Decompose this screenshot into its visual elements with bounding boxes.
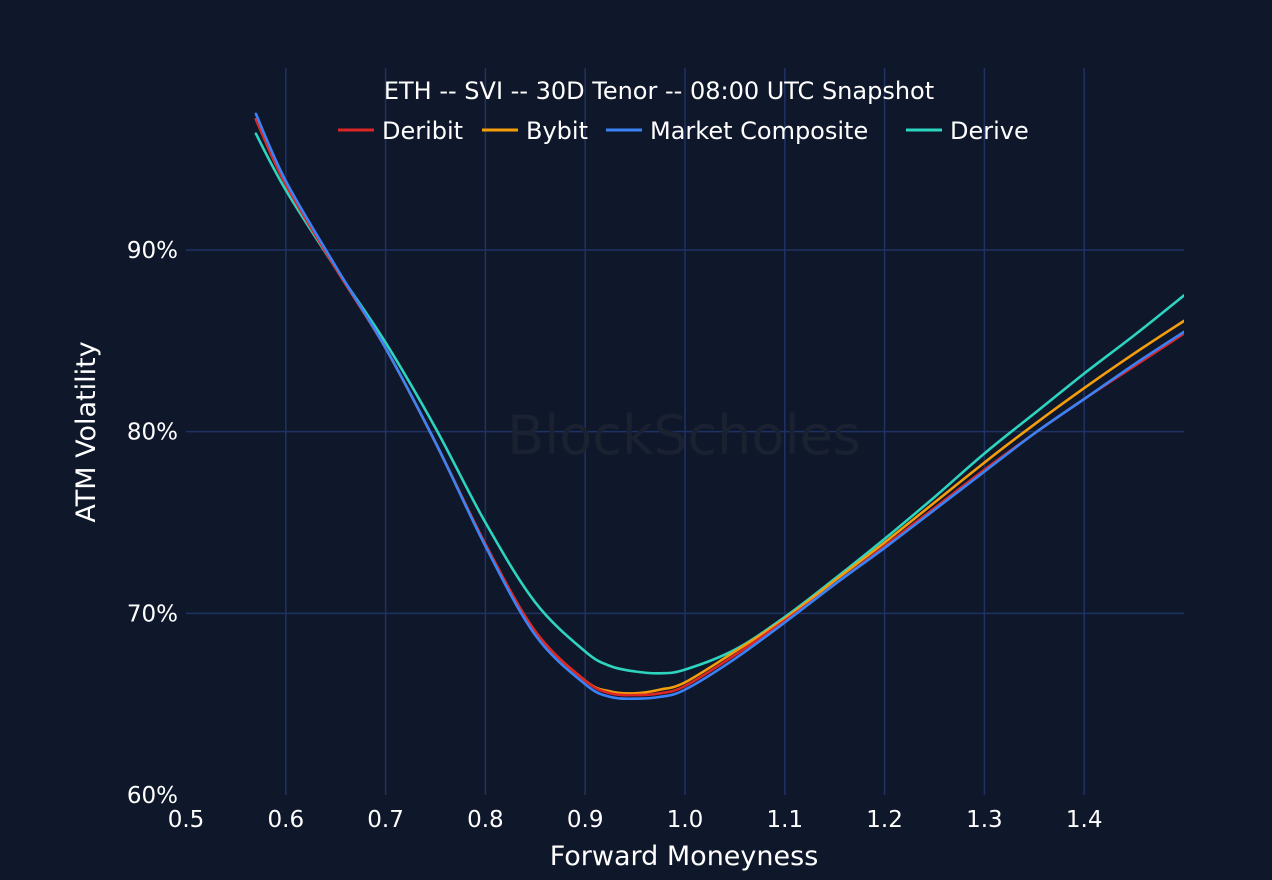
x-tick-label: 0.8 (467, 807, 504, 833)
y-tick-label: 80% (127, 420, 178, 446)
x-tick-label: 1.3 (966, 807, 1003, 833)
x-tick-label: 1.0 (667, 807, 704, 833)
x-tick-label: 0.9 (567, 807, 604, 833)
chart-title: ETH -- SVI -- 30D Tenor -- 08:00 UTC Sna… (384, 77, 934, 105)
y-tick-labels: 60% 70% 80% 90% (127, 238, 178, 809)
watermark: BlockScholes (507, 404, 861, 467)
series-line-market-composite (254, 112, 1184, 701)
x-tick-label: 1.2 (866, 807, 903, 833)
legend-label: Bybit (526, 117, 588, 145)
legend-label: Derive (950, 117, 1029, 145)
grid (186, 68, 1184, 795)
x-tick-label: 1.1 (767, 807, 804, 833)
y-tick-label: 60% (127, 783, 178, 809)
legend-label: Deribit (382, 117, 463, 145)
x-tick-labels: 0.5 0.6 0.7 0.8 0.9 1.0 1.1 1.2 1.3 1.4 (168, 807, 1103, 833)
series-line-derive (254, 132, 1184, 675)
y-tick-label: 90% (127, 238, 178, 264)
legend: Deribit Bybit Market Composite Derive (338, 117, 1029, 145)
x-tick-label: 0.6 (268, 807, 305, 833)
y-axis-title: ATM Volatility (71, 341, 102, 522)
x-tick-label: 1.4 (1066, 807, 1103, 833)
x-tick-label: 0.7 (367, 807, 404, 833)
plot-area (254, 112, 1184, 701)
y-tick-label: 70% (127, 601, 178, 627)
x-axis-title: Forward Moneyness (550, 841, 819, 872)
x-tick-label: 0.5 (168, 807, 205, 833)
legend-label: Market Composite (650, 117, 868, 145)
